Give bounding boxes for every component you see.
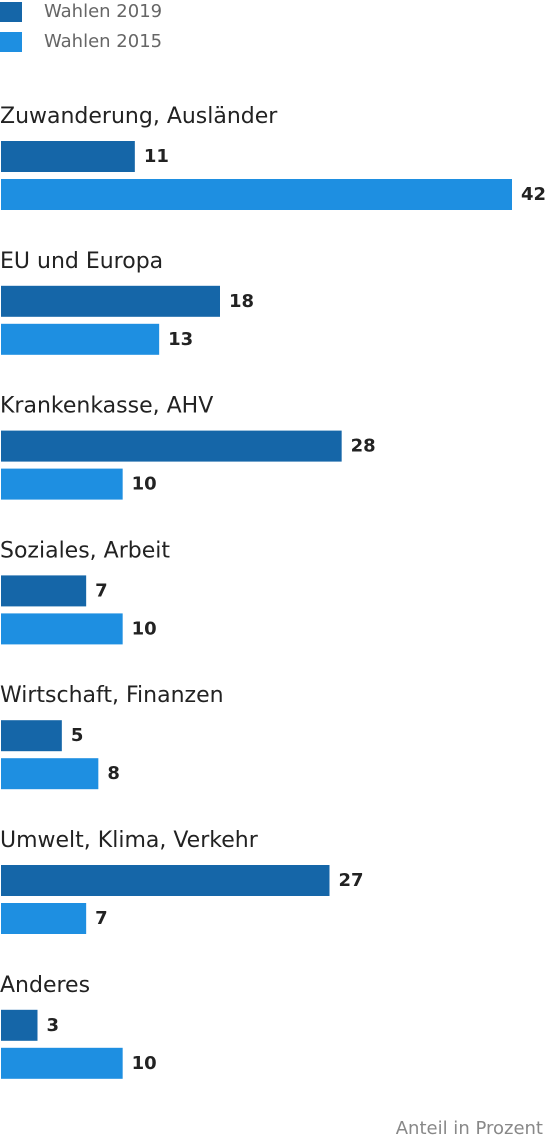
bar [1, 575, 87, 607]
value-label: 5 [71, 725, 84, 746]
legend-label: Wahlen 2019 [44, 1, 162, 22]
category-label: Umwelt, Klima, Verkehr [0, 828, 259, 853]
bar [1, 430, 342, 462]
legend-swatch [0, 2, 22, 22]
category-label: Soziales, Arbeit [0, 538, 170, 563]
source-note: Anteil in Prozent [396, 1118, 543, 1139]
legend-swatch [0, 32, 22, 52]
value-label: 13 [168, 329, 193, 350]
value-label: 8 [107, 763, 120, 784]
value-label: 18 [229, 291, 254, 312]
bar [1, 1047, 123, 1079]
bar [1, 720, 62, 752]
category-label: EU und Europa [0, 249, 163, 274]
value-label: 10 [132, 618, 157, 639]
value-label: 27 [339, 870, 364, 891]
category-label: Anderes [0, 973, 90, 998]
bar [1, 179, 512, 210]
bar [1, 758, 99, 790]
bar [1, 323, 160, 355]
bar [1, 468, 123, 500]
value-label: 11 [144, 146, 169, 167]
bar [1, 285, 220, 317]
legend-label: Wahlen 2015 [44, 31, 162, 52]
value-label: 3 [47, 1015, 60, 1036]
value-label: 42 [521, 184, 545, 205]
category-label: Zuwanderung, Ausländer [0, 104, 278, 129]
category-label: Krankenkasse, AHV [0, 394, 213, 419]
value-label: 10 [132, 1053, 157, 1074]
bar [1, 141, 135, 172]
value-label: 28 [351, 436, 376, 457]
value-label: 7 [95, 908, 108, 929]
bar [1, 1009, 38, 1041]
bar [1, 903, 87, 934]
bar [1, 613, 123, 645]
value-label: 10 [132, 474, 157, 495]
category-label: Wirtschaft, Finanzen [0, 683, 224, 708]
bar [1, 865, 330, 896]
value-label: 7 [95, 580, 108, 601]
